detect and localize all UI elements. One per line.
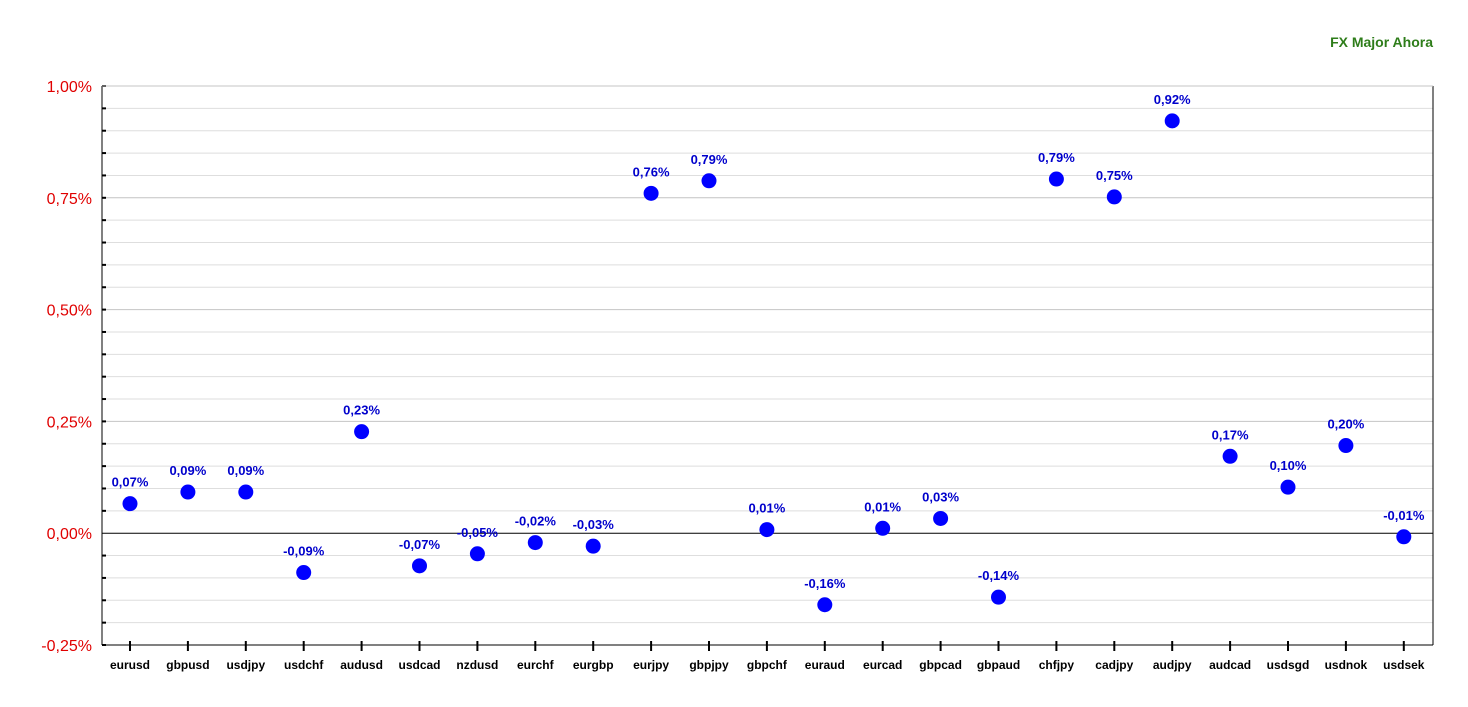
labels-layer: 0,07% 0,09% 0,09% -0,09% 0,23% -0,07% -0,05% -0…: [112, 92, 1425, 591]
x-tick-label: gbpcad: [919, 658, 962, 672]
x-tick-label: cadjpy: [1095, 658, 1133, 672]
x-tick-label: chfjpy: [1039, 658, 1075, 672]
y-tick-label: 0,00%: [47, 526, 92, 543]
data-label: -0,03%: [573, 517, 615, 532]
data-point: [585, 538, 601, 554]
data-label: -0,07%: [399, 537, 441, 552]
data-label: 0,03%: [922, 489, 959, 504]
data-point: [527, 535, 543, 551]
data-label: 0,01%: [864, 499, 901, 514]
data-label: -0,16%: [804, 576, 846, 591]
data-point: [238, 484, 254, 500]
data-label: 0,23%: [343, 403, 380, 418]
x-tick-label: eurchf: [517, 658, 555, 672]
x-tick-label: audcad: [1209, 658, 1251, 672]
data-point: [1222, 448, 1238, 464]
x-tick-label: usdjpy: [226, 658, 265, 672]
data-point: [1048, 171, 1064, 187]
data-point: [991, 589, 1006, 605]
data-point: [759, 522, 775, 538]
data-point: [1280, 479, 1296, 495]
x-tick-label: usdcad: [398, 658, 440, 672]
data-point: [875, 520, 891, 536]
x-tick-label: euraud: [805, 658, 845, 672]
data-point: [933, 510, 949, 526]
y-tick-label: 0,75%: [47, 191, 92, 208]
x-tick-label: gbpaud: [977, 658, 1020, 672]
y-tick-label: 0,25%: [47, 414, 92, 431]
data-label: 0,79%: [691, 152, 728, 167]
x-tick-label: gbpusd: [166, 658, 209, 672]
data-point: [412, 558, 427, 574]
data-point: [1164, 113, 1180, 129]
data-label: 0,10%: [1270, 458, 1307, 473]
x-tick-label: usdnok: [1325, 658, 1368, 672]
data-point: [1338, 438, 1354, 454]
x-tick-label: nzdusd: [456, 658, 498, 672]
grid-layer: [102, 85, 1433, 646]
data-point: [180, 484, 196, 500]
data-label: 0,09%: [169, 463, 206, 478]
data-point: [1106, 189, 1122, 205]
y-tick-label: -0,25%: [41, 638, 92, 655]
data-point: [1396, 529, 1412, 545]
x-tick-label: eurcad: [863, 658, 902, 672]
data-point: [469, 546, 485, 562]
x-tick-label: usdsek: [1383, 658, 1425, 672]
data-point: [296, 565, 312, 581]
data-label: -0,14%: [978, 568, 1020, 583]
x-tick-label: eurjpy: [633, 658, 669, 672]
data-label: 0,75%: [1096, 168, 1133, 183]
data-label: 0,92%: [1154, 92, 1191, 107]
data-label: -0,05%: [457, 525, 499, 540]
x-tick-label: usdsgd: [1267, 658, 1310, 672]
data-label: 0,17%: [1212, 427, 1249, 442]
x-tick-label: gbpchf: [747, 658, 788, 672]
axis-layer: -0,25% 0,00% 0,25% 0,50% 0,75% 1,00% eurusd gbp…: [41, 79, 1434, 672]
data-label: -0,09%: [283, 544, 325, 559]
data-label: -0,01%: [1383, 508, 1425, 523]
data-point: [122, 496, 138, 512]
data-label: 0,76%: [633, 164, 670, 179]
chart-title: FX Major Ahora: [1330, 34, 1433, 50]
data-label: 0,07%: [112, 475, 149, 490]
x-tick-label: audusd: [340, 658, 383, 672]
x-tick-label: eurusd: [110, 658, 150, 672]
x-tick-label: usdchf: [284, 658, 324, 672]
data-label: 0,79%: [1038, 150, 1075, 165]
data-label: 0,01%: [748, 501, 785, 516]
y-tick-label: 1,00%: [47, 79, 92, 96]
x-tick-label: eurgbp: [573, 658, 614, 672]
data-point: [643, 185, 659, 201]
points-layer: [122, 113, 1412, 613]
data-label: -0,02%: [515, 514, 557, 529]
data-label: 0,09%: [227, 463, 264, 478]
data-point: [354, 424, 370, 440]
data-point: [817, 597, 833, 613]
data-label: 0,20%: [1327, 417, 1364, 432]
y-tick-label: 0,50%: [47, 303, 92, 320]
x-tick-label: audjpy: [1153, 658, 1192, 672]
data-point: [701, 173, 717, 189]
x-tick-label: gbpjpy: [689, 658, 729, 672]
